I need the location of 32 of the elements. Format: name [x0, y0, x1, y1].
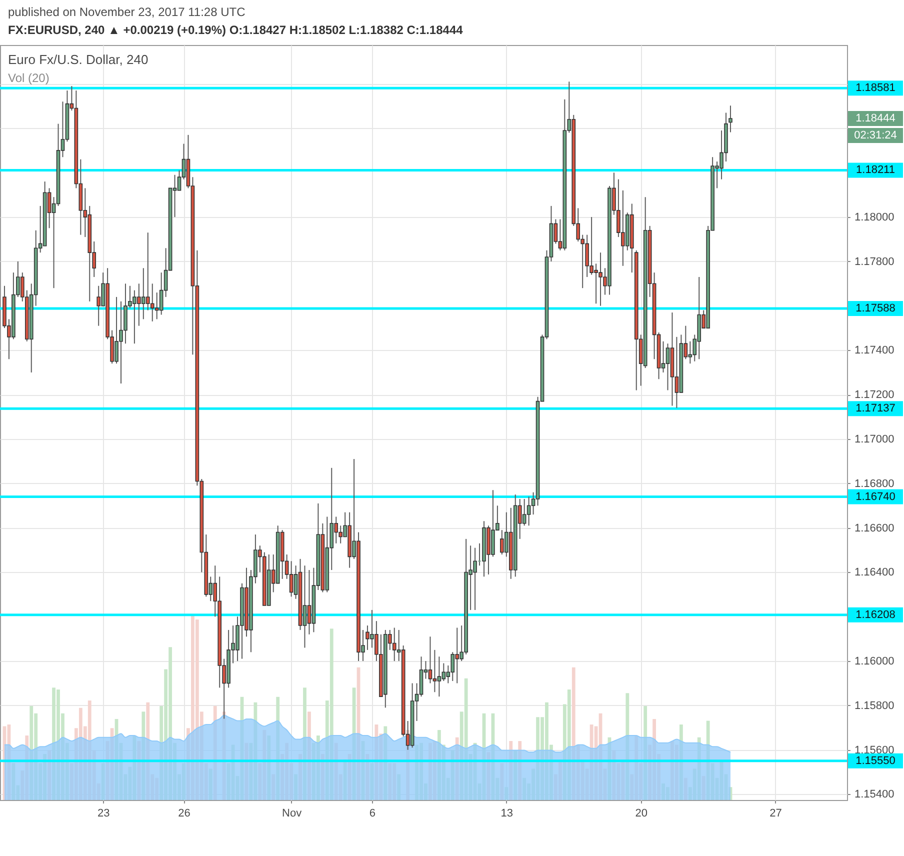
y-tick-label: 1.17400 [854, 344, 894, 357]
y-tick-label: 1.15800 [854, 700, 894, 712]
ref-line-label: 1.16208 [856, 608, 896, 621]
y-tick-label: 1.15600 [854, 744, 894, 756]
ref-line-label: 1.17588 [856, 302, 896, 315]
text: 02:31:24 [854, 129, 897, 142]
text: 1.18444 [856, 112, 896, 124]
x-tick-label: 20 [635, 808, 648, 820]
x-tick-label: 13 [500, 808, 514, 820]
y-tick-label: 1.17000 [854, 434, 894, 446]
y-tick-label: 1.18000 [854, 212, 894, 224]
chart-title: FX:EURUSD, 240 ▲ +0.00219 (+0.19%) O:1.18427 H:1.18502 L:1.18382 C:1.18444 [8, 23, 464, 37]
y-tick-label: 1.16400 [854, 566, 894, 579]
y-tick-label: 1.16800 [854, 478, 894, 490]
x-tick-label: 23 [97, 808, 110, 820]
y-tick-label: 1.15400 [854, 788, 894, 801]
y-tick-label: 1.16600 [854, 522, 894, 534]
x-tick-label: Nov [282, 808, 302, 820]
y-tick-label: 1.17200 [854, 389, 894, 402]
ref-line-label: 1.17137 [856, 402, 896, 415]
ref-line-label: 1.18581 [856, 82, 896, 94]
x-tick-label: 26 [178, 808, 190, 820]
x-tick-label: 6 [369, 808, 376, 820]
x-tick-label: 27 [770, 808, 782, 820]
ref-line-label: 1.18211 [856, 164, 895, 176]
chart-title: Vol (20) [8, 71, 50, 85]
y-tick-label: 1.17800 [854, 256, 894, 268]
ref-line-label: 1.16740 [856, 490, 896, 503]
ref-line-label: 1.15550 [856, 754, 896, 767]
y-tick-label: 1.16000 [854, 656, 894, 668]
text: published on November 23, 2017 11:28 UTC [8, 5, 246, 19]
text: Euro Fx/U.S. Dollar, 240 [8, 52, 148, 67]
